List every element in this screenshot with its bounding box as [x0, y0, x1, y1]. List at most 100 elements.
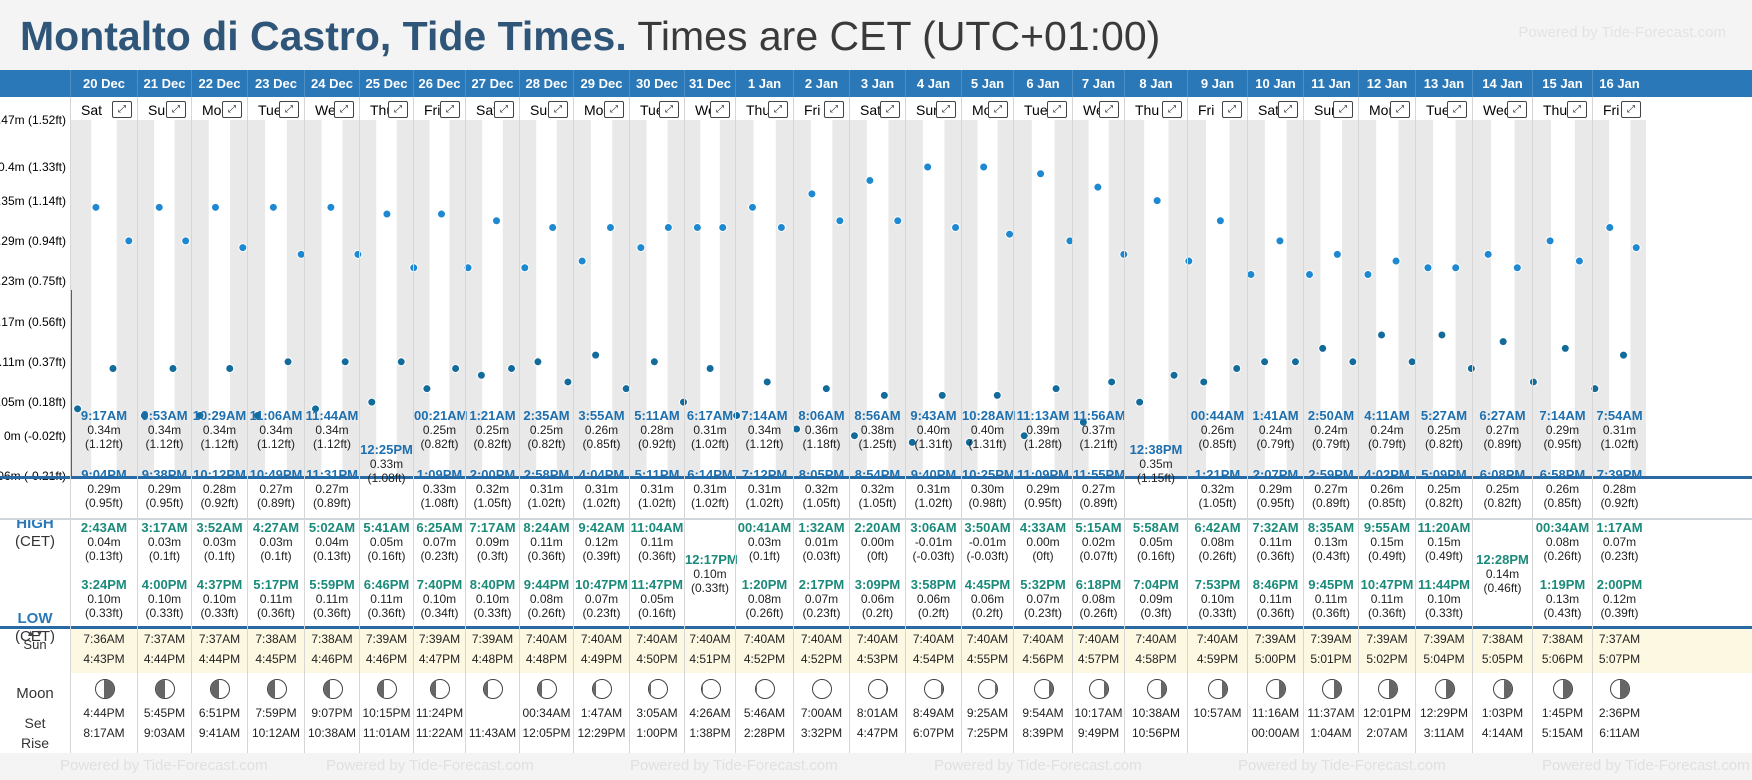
expand-button[interactable]: ⤢ [604, 101, 624, 118]
moon-times: 3:05AM 1:00PM [630, 703, 684, 743]
expand-icon: ⤢ [554, 104, 562, 115]
weekday-label: Fri [1198, 101, 1215, 118]
expand-button[interactable]: ⤢ [1162, 101, 1182, 118]
sun-set-time: 4:57PM [1077, 652, 1120, 666]
sun-set-time: 4:58PM [1135, 652, 1177, 666]
tide-height-ft: (1.31ft) [914, 437, 953, 451]
expand-button[interactable]: ⤢ [166, 101, 186, 118]
high-tide-point [979, 162, 989, 172]
expand-button[interactable]: ⤢ [279, 101, 299, 118]
expand-button[interactable]: ⤢ [222, 101, 242, 118]
expand-button[interactable]: ⤢ [1099, 101, 1119, 118]
expand-button[interactable]: ⤢ [1621, 101, 1641, 118]
sun-set-time: 5:05PM [1481, 652, 1524, 666]
expand-button[interactable]: ⤢ [494, 101, 514, 118]
tide-height-ft: (0.89ft) [312, 496, 351, 510]
high-tide-point [1391, 256, 1401, 266]
low-tide-point [1232, 364, 1242, 374]
low-tide-point [253, 411, 263, 421]
expand-button[interactable]: ⤢ [1390, 101, 1410, 118]
expand-button[interactable]: ⤢ [988, 101, 1008, 118]
tide-height-ft: (0.36ft) [1311, 606, 1350, 620]
tide-cell: 5:02AM 0.04m (0.13ft) 5:59PM 0.11m (0.36ft) [305, 521, 359, 627]
tide-time: 11:09PM [1016, 467, 1070, 482]
tide-height-m: 0.25m [529, 423, 564, 437]
expand-button[interactable]: ⤢ [112, 101, 132, 118]
tide-height-ft: (0.85ft) [1367, 496, 1406, 510]
tide-time: 1:19PM [1539, 577, 1586, 592]
expand-button[interactable]: ⤢ [1333, 101, 1353, 118]
moon-phase-icon [1208, 679, 1228, 699]
tide-cell: 7:54AM 0.31m (1.02ft) 7:39PM 0.28m (0.92ft) [1593, 409, 1646, 519]
expand-button[interactable]: ⤢ [880, 101, 900, 118]
moon-phase-icon [592, 679, 612, 699]
tide-time: 6:08PM [1479, 467, 1526, 482]
low-tide-entry: 7:53PM 0.10m (0.33ft) [1188, 578, 1247, 621]
moon-times: 11:24PM 11:22AM [414, 703, 465, 743]
low-tide-entry: 3:50AM -0.01m (-0.03ft) [962, 521, 1013, 564]
expand-button[interactable]: ⤢ [936, 101, 956, 118]
expand-button[interactable]: ⤢ [768, 101, 788, 118]
day-column: Thu ⤢ 7:14AM 0.29m (0.95ft) 6:58PM 0.26m (0.85f… [1532, 97, 1592, 753]
low-tide-entry: 1:20PM 0.08m (0.26ft) [736, 578, 793, 621]
tide-time: 8:54PM [854, 467, 901, 482]
sun-rise-time: 7:39AM [471, 632, 514, 646]
expand-button[interactable]: ⤢ [710, 101, 730, 118]
high-tide-point [91, 202, 101, 212]
tide-height-m: 0.10m [147, 592, 182, 606]
expand-button[interactable]: ⤢ [548, 101, 568, 118]
tide-height-ft: (0.13ft) [84, 549, 123, 563]
tide-time: 4:33AM [1019, 520, 1067, 535]
expand-button[interactable]: ⤢ [1047, 101, 1067, 118]
tide-cell: 11:04AM 0.11m (0.36ft) 11:47PM 0.05m (0.16ft) [630, 521, 684, 627]
day-column: Wed ⤢ 6:27AM 0.27m (0.89ft) 6:08PM 0.25m (0.82f… [1472, 97, 1532, 753]
moon-times: 9:25AM 7:25PM [962, 703, 1013, 743]
tide-cell: 7:14AM 0.34m (1.12ft) 7:12PM 0.31m (1.02ft) [736, 409, 793, 519]
high-tide-entry: 6:17AM 0.31m (1.02ft) [685, 409, 735, 452]
high-tide-entry: 12:25PM 0.33m (1.08ft) [360, 443, 413, 486]
tide-height-m: 0.08m [1545, 535, 1580, 549]
tide-cell: 3:17AM 0.03m (0.1ft) 4:00PM 0.10m (0.33ft) [138, 521, 191, 627]
weekday-cell: Wed⤢ [305, 99, 360, 120]
expand-button[interactable]: ⤢ [1278, 101, 1298, 118]
moon-times: 1:03PM 4:14AM [1473, 703, 1532, 743]
tide-height-ft: (0.23ft) [582, 606, 621, 620]
expand-button[interactable]: ⤢ [334, 101, 354, 118]
high-label: HIGH (CET) [15, 515, 55, 550]
expand-button[interactable]: ⤢ [440, 101, 460, 118]
low-tide-point [1199, 377, 1209, 387]
tide-height-ft: (0.95ft) [1256, 496, 1295, 510]
moon-times: 11:16AM 00:00AM [1248, 703, 1303, 743]
expand-button[interactable]: ⤢ [388, 101, 408, 118]
night-band [832, 120, 849, 476]
tide-height-m: 0.34m [747, 423, 782, 437]
tide-height-ft: (1.02ft) [690, 496, 729, 510]
moon-shadow [1161, 680, 1166, 698]
tide-height-ft: (0.39ft) [582, 549, 621, 563]
weekday-cell: Tue ⤢ [1014, 99, 1073, 120]
weekday-cell: Fri ⤢ [414, 99, 466, 120]
day-column: Sun ⤢ 2:35AM 0.25m (0.82ft) 2:58PM 0.31m (1.02f… [519, 97, 573, 753]
night-band [793, 120, 811, 476]
expand-button[interactable]: ⤢ [1447, 101, 1467, 118]
moonset-time: 1:47AM [580, 706, 623, 720]
low-tide-entry: 9:45PM 0.11m (0.36ft) [1304, 578, 1358, 621]
sun-times: 7:38AM 5:05PM [1473, 629, 1532, 669]
moonset-time: 00:34AM [522, 706, 571, 720]
tide-height-m: 0.10m [693, 567, 727, 581]
day-column: Mon ⤢ 10:28AM 0.40m (1.31ft) 10:25PM 0.30m (0.9… [961, 97, 1015, 753]
expand-button[interactable]: ⤢ [1222, 101, 1242, 118]
tide-height-ft: (0.92ft) [637, 437, 676, 451]
expand-button[interactable]: ⤢ [824, 101, 844, 118]
high-tide-point [605, 222, 615, 232]
expand-button[interactable]: ⤢ [659, 101, 679, 118]
sun-rise-time: 7:37AM [1598, 632, 1641, 646]
tide-height-m: 0.08m [1081, 592, 1116, 606]
expand-button[interactable]: ⤢ [1567, 101, 1587, 118]
high-tide-point [951, 222, 961, 232]
day-column: Thu ⤢ 12:38PM 0.35m (1.15ft) 5:58AM 0.05m (0.16… [1124, 97, 1187, 753]
expand-button[interactable]: ⤢ [1507, 101, 1527, 118]
moon-times: 9:54AM 8:39PM [1014, 703, 1072, 743]
high-tide-entry: 11:56AM 0.37m (1.21ft) [1073, 409, 1126, 452]
date-label: 5 Jan [961, 70, 1013, 97]
